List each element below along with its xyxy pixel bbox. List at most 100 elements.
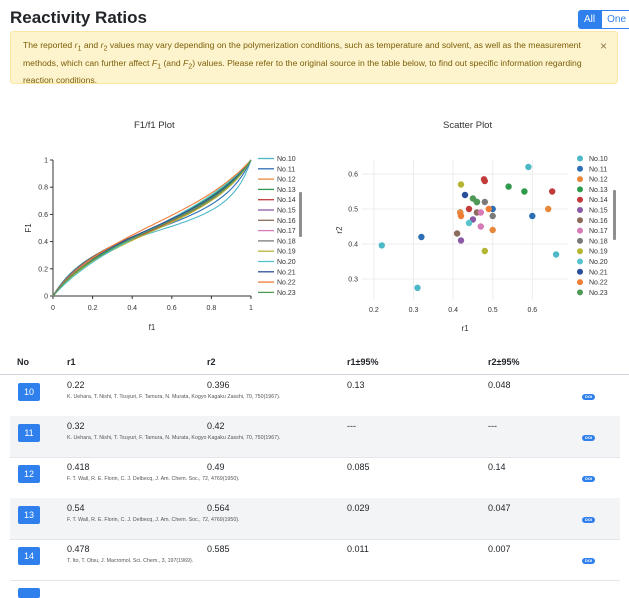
f1-line-chart: 0 0.2 0.4 0.6 0.8 1 0 0.2 0.4 0.6 0.8 1 f1 F1 No.10 No.… (24, 156, 302, 332)
legend-label: No.17 (589, 228, 608, 235)
legend-label: No.23 (589, 290, 608, 297)
table-row: 14 0.478 0.585 0.011 0.007 T. Ito, T. Otsu, J… (10, 539, 620, 581)
doi-link-button[interactable]: DOI (582, 476, 595, 482)
legend-label: No.13 (277, 187, 296, 194)
r1-ci-value: 0.029 (347, 503, 370, 513)
entry-number-button[interactable]: 11 (18, 424, 40, 442)
scatter-point-no18 (481, 198, 488, 206)
doi-link-button[interactable]: DOI (582, 435, 595, 441)
table-row: 11 0.32 0.42 --- --- K. Uehara, T. Nishi, T. … (10, 416, 620, 458)
r2-ci-value: --- (488, 421, 497, 431)
r1-ci-value: --- (347, 421, 356, 431)
legend-marker (577, 289, 583, 296)
table-row: 10 0.22 0.396 0.13 0.048 K. Uehara, T. Nishi,… (10, 375, 620, 417)
scatter-point-no10 (552, 251, 560, 258)
toggle-all-button[interactable]: All (578, 10, 602, 29)
y-tick-label: 0.6 (38, 212, 48, 219)
x-tick-label: 0 (51, 305, 55, 312)
r2-value: 0.585 (207, 544, 230, 554)
x-tick-label: 0.4 (127, 305, 137, 312)
alert-r1-sub: 1 (77, 44, 82, 53)
legend-scrollbar (299, 192, 302, 237)
legend-label: No.11 (277, 166, 295, 173)
legend-label: No.21 (589, 269, 608, 276)
legend-label: No.11 (589, 166, 607, 173)
y-tick-label: 0 (44, 294, 48, 301)
close-icon[interactable]: × (599, 39, 607, 53)
doi-link-button[interactable]: DOI (582, 517, 595, 523)
alert-r2-symbol: r (100, 40, 104, 50)
info-alert: The reported r1 and r2 values may vary d… (10, 31, 618, 85)
r2-value: 0.396 (207, 380, 230, 390)
legend-label: No.18 (589, 238, 608, 245)
y-axis-label: F1 (24, 223, 33, 233)
alert-text-part: (and (161, 57, 184, 68)
r2-ci-value: 0.007 (488, 544, 511, 554)
r2-ci-value: 0.047 (488, 503, 511, 513)
scatter-point-no15 (457, 237, 465, 244)
legend-label: No.19 (589, 249, 608, 256)
alert-F2-sub: 2 (188, 62, 193, 71)
scatter-point-no11 (529, 212, 536, 220)
legend-label: No.16 (589, 218, 608, 225)
y-tick-label: 0.5 (348, 207, 358, 214)
page-title: Reactivity Ratios (10, 8, 147, 27)
doi-link-button[interactable]: DOI (582, 394, 595, 400)
doi-link-button[interactable]: DOI (582, 558, 595, 564)
series-line-no21 (52, 159, 252, 297)
alert-text-part: ) values. Please refer to the original s… (23, 57, 582, 86)
alert-text: The reported r1 and r2 values may vary d… (23, 40, 582, 85)
legend-marker (577, 237, 583, 244)
x-tick-label: 0.8 (207, 305, 217, 312)
series-line-no23 (52, 159, 252, 297)
x-tick-label: 0.4 (448, 307, 458, 314)
legend-label: No.14 (589, 197, 608, 204)
legend-marker (577, 155, 583, 162)
y-tick-label: 0.4 (348, 242, 358, 249)
entry-number-button[interactable]: 10 (18, 383, 40, 401)
legend-label: No.22 (589, 280, 608, 287)
entry-number-button[interactable] (18, 588, 40, 598)
alert-F1-symbol: F (151, 57, 158, 68)
toggle-one-button[interactable]: One (601, 10, 629, 29)
legend-marker (577, 248, 583, 255)
y-axis-label: r2 (335, 226, 344, 234)
scatter-point-no19 (457, 181, 465, 188)
alert-r2-sub: 2 (103, 44, 108, 53)
r1-value: 0.32 (67, 421, 85, 431)
legend-label: No.21 (277, 269, 296, 276)
x-axis-label: f1 (149, 323, 156, 332)
table-row: 12 0.418 0.49 0.085 0.14 F. T. Wall, R. E. Fl… (10, 457, 620, 499)
x-tick-label: 0.6 (527, 307, 537, 314)
y-tick-label: 1 (44, 158, 48, 165)
scatter-point-no22 (457, 212, 465, 220)
x-tick-label: 0.6 (167, 305, 177, 312)
alert-text-part: and (81, 40, 101, 50)
x-tick-label: 0.2 (88, 305, 98, 312)
scatter-point-no18 (489, 212, 496, 220)
entry-number-button[interactable]: 12 (18, 465, 40, 483)
legend-label: No.19 (277, 249, 296, 256)
entry-number-button[interactable]: 13 (18, 506, 40, 524)
scatter-point-no11 (418, 233, 425, 241)
scatter-point-no19 (481, 247, 488, 255)
legend-marker (577, 268, 583, 275)
series-line-no19 (52, 159, 252, 297)
y-tick-label: 0.2 (38, 266, 48, 273)
r2-ci-value: 0.048 (488, 380, 511, 390)
entry-number-button[interactable]: 14 (18, 547, 40, 565)
header-r2: r2 (207, 357, 216, 367)
header-r1-ci: r1±95% (347, 357, 379, 367)
alert-F2-symbol: F (183, 57, 189, 68)
series-line-no22 (52, 159, 252, 297)
x-axis-label: r1 (461, 324, 469, 333)
alert-r1-symbol: r (74, 40, 78, 50)
legend-marker (577, 165, 583, 172)
r2-ci-value: 0.14 (488, 462, 506, 472)
r1-value: 0.478 (67, 544, 90, 554)
reference-citation: K. Uehara, T. Nishi, T. Tsuyuri, F. Tamu… (67, 394, 281, 400)
scatter-point-no23 (469, 195, 477, 202)
scatter-point-no17 (477, 209, 484, 216)
scatter-point-no20 (465, 219, 473, 227)
scatter-point-no12 (545, 205, 552, 213)
